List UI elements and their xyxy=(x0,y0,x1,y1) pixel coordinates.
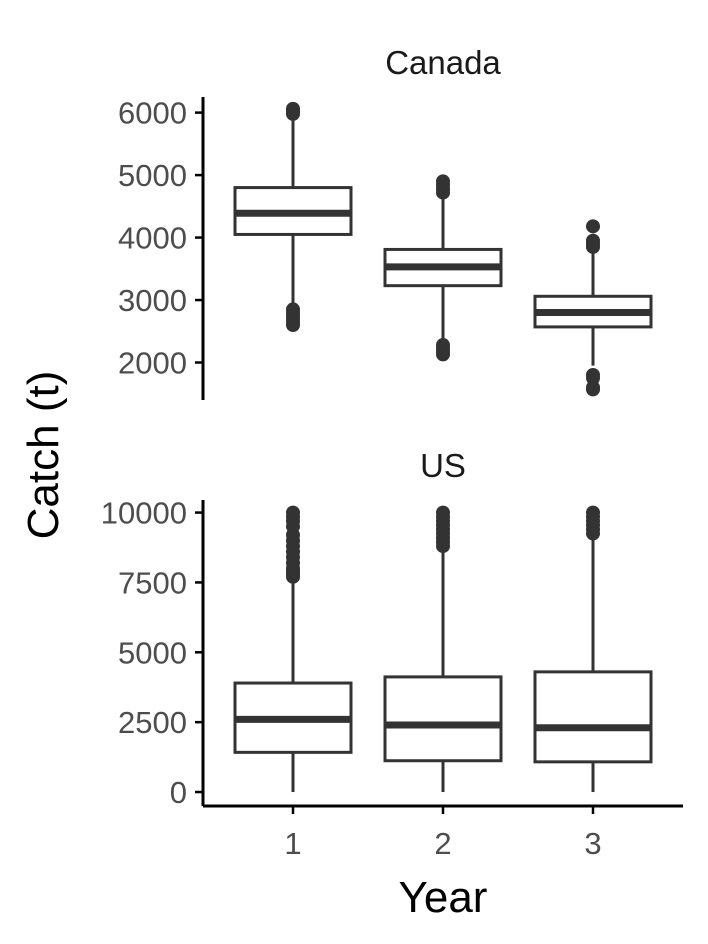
panel-title: US xyxy=(420,447,466,484)
outlier-point xyxy=(586,505,600,520)
panel-canada: Canada 2000 3000 4000 5000 6000 xyxy=(118,44,653,400)
y-tick-label: 7500 xyxy=(118,565,187,600)
box-year-1 xyxy=(233,101,353,333)
outlier-point xyxy=(286,505,300,520)
y-tick-label: 10000 xyxy=(101,496,187,531)
outlier-point xyxy=(586,233,600,248)
outlier-point xyxy=(286,302,300,317)
outlier-point xyxy=(436,174,450,189)
box-year-3 xyxy=(533,505,653,793)
y-tick-label: 3000 xyxy=(118,283,187,318)
box-year-2 xyxy=(383,505,503,793)
box-year-2 xyxy=(383,174,503,362)
y-tick-label: 5000 xyxy=(118,635,187,670)
y-tick-label: 2500 xyxy=(118,705,187,740)
y-tick-label: 0 xyxy=(170,775,187,810)
outlier-point xyxy=(586,368,600,383)
y-tick-label: 2000 xyxy=(118,346,187,381)
box-year-1 xyxy=(233,505,353,793)
iqr-box xyxy=(383,675,503,763)
box-year-3 xyxy=(533,219,653,397)
x-tick-label: 1 xyxy=(284,826,301,861)
y-axis-title: Catch (t) xyxy=(19,371,68,540)
iqr-box xyxy=(533,670,653,764)
y-tick-label: 6000 xyxy=(118,96,187,131)
outlier-point xyxy=(586,219,600,234)
y-tick-label: 5000 xyxy=(118,158,187,193)
x-tick-label: 2 xyxy=(434,826,451,861)
x-tick-label: 3 xyxy=(584,826,601,861)
y-tick-label: 4000 xyxy=(118,221,187,256)
outlier-point xyxy=(436,505,450,520)
panel-us: US 0 2500 5000 7500 10000 1 2 3 xyxy=(101,447,683,861)
outlier-point xyxy=(436,338,450,353)
outlier-point xyxy=(286,101,300,116)
panel-title: Canada xyxy=(385,44,501,81)
x-axis-title: Year xyxy=(399,873,488,922)
